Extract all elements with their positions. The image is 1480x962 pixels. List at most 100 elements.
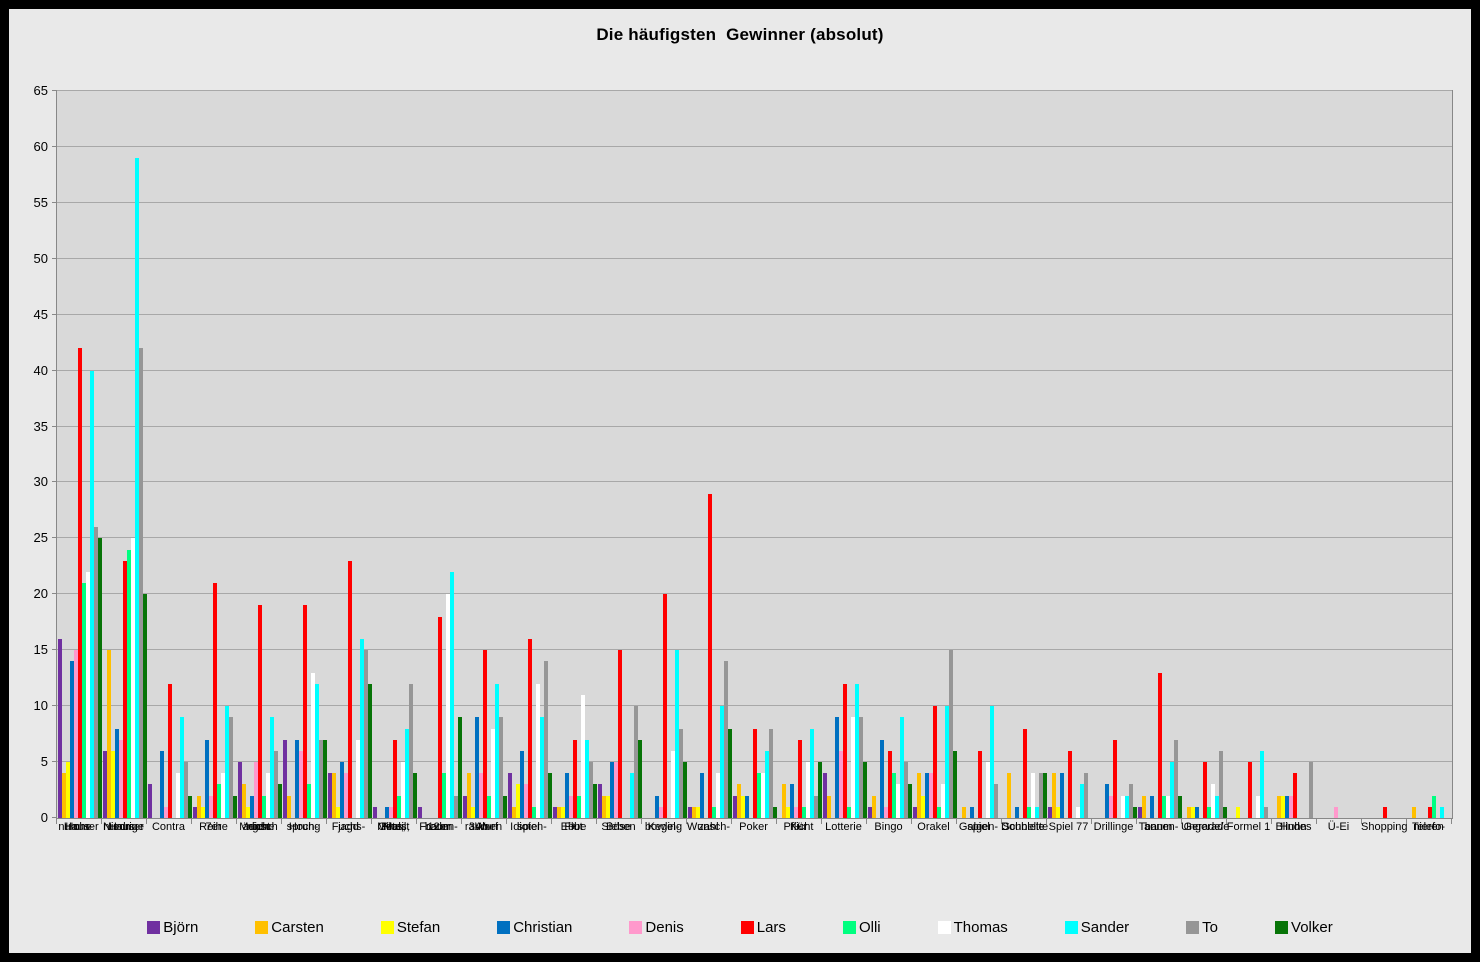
bar-olli [801, 807, 806, 818]
gridline [57, 481, 1452, 482]
x-axis-tick [281, 819, 282, 824]
bar-lars [1292, 773, 1297, 818]
y-axis-tick [52, 258, 56, 259]
bar-carsten [826, 796, 831, 818]
chart-canvas: Die häufigsten Gewinner (absolut) 0 5 10 15… [9, 9, 1471, 953]
bar-cluster [552, 91, 597, 818]
bar-stefan [1055, 807, 1060, 818]
y-axis-tick [52, 649, 56, 650]
bar-to [318, 740, 323, 818]
y-axis-tick [52, 481, 56, 482]
x-axis-tick [686, 819, 687, 824]
bar-cluster [462, 91, 507, 818]
x-axis-tick [1091, 819, 1092, 824]
bar-björn [462, 796, 467, 818]
bar-cluster [777, 91, 822, 818]
bar-björn [912, 807, 917, 818]
bar-to [1173, 740, 1178, 818]
y-axis-tick-label: 35 [33, 419, 48, 434]
bar-sander [1214, 796, 1219, 818]
bar-sander [1079, 784, 1084, 818]
bar-carsten [601, 796, 606, 818]
x-axis-tick [731, 819, 732, 824]
y-axis-tick-label: 5 [40, 754, 48, 769]
bar-christian [969, 807, 974, 818]
bar-volker [142, 594, 147, 818]
x-axis-tick [1316, 819, 1317, 824]
bar-stefan [695, 807, 700, 818]
legend-swatch-icon [1186, 921, 1200, 934]
x-axis-tick [371, 819, 372, 824]
bar-christian [69, 661, 74, 818]
bar-thomas [670, 751, 675, 818]
bar-cluster [597, 91, 642, 818]
bar-volker [907, 784, 912, 818]
bar-to [1218, 751, 1223, 818]
bar-björn [687, 807, 692, 818]
bar-thomas [1030, 773, 1035, 818]
bar-cluster [237, 91, 282, 818]
bar-clusters [57, 91, 1452, 818]
bar-cluster [282, 91, 327, 818]
bar-volker [232, 796, 237, 818]
plot-area [56, 90, 1453, 819]
x-axis-tick [551, 819, 552, 824]
legend-item-thomas: Thomas [937, 919, 1008, 936]
x-axis-tick [1361, 819, 1362, 824]
bar-lars [617, 650, 622, 818]
bar-stefan [605, 796, 610, 818]
bar-volker [277, 784, 282, 818]
x-axis-tick [1046, 819, 1047, 824]
bar-stefan [245, 807, 250, 818]
bar-lars [1202, 762, 1207, 818]
bar-denis [883, 807, 888, 818]
x-axis-tick [416, 819, 417, 824]
bar-to [678, 729, 683, 818]
bar-thomas [400, 762, 405, 818]
bar-björn [372, 807, 377, 818]
bar-stefan [920, 796, 925, 818]
legend-label: Denis [645, 919, 684, 936]
bar-cluster [57, 91, 102, 818]
bar-thomas [760, 773, 765, 818]
bar-stefan [1280, 796, 1285, 818]
bar-to [1083, 773, 1088, 818]
y-axis-tick [52, 146, 56, 147]
bar-volker [457, 717, 462, 818]
bar-lars [1022, 729, 1027, 818]
bar-to [543, 661, 548, 818]
bar-stefan [1235, 807, 1240, 818]
y-axis-tick-label: 10 [33, 698, 48, 713]
y-axis-tick-label: 60 [33, 139, 48, 154]
bar-sander [539, 717, 544, 818]
x-axis-tick [911, 819, 912, 824]
bar-carsten [736, 784, 741, 818]
x-axis-tick [1226, 819, 1227, 824]
legend-swatch-icon [147, 921, 161, 934]
bar-christian [1059, 773, 1064, 818]
bar-to [1263, 807, 1268, 818]
bar-stefan [200, 807, 205, 818]
bar-carsten [556, 807, 561, 818]
y-axis-tick-label: 40 [33, 363, 48, 378]
bar-denis [613, 762, 618, 818]
bar-volker [637, 740, 642, 818]
bar-volker [1177, 796, 1182, 818]
bar-olli [441, 773, 446, 818]
gridline [57, 537, 1452, 538]
bar-björn [1047, 807, 1052, 818]
bar-to [408, 684, 413, 818]
bar-thomas [85, 572, 90, 818]
bar-denis [1333, 807, 1338, 818]
bar-olli [261, 796, 266, 818]
bar-björn [507, 773, 512, 818]
legend-label: Thomas [953, 919, 1008, 936]
legend-item-to: To [1186, 919, 1218, 936]
bar-carsten [1411, 807, 1416, 818]
bar-olli [891, 773, 896, 818]
bar-christian [474, 717, 479, 818]
bar-to [273, 751, 278, 818]
legend-item-volker: Volker [1275, 919, 1333, 936]
bar-lars [707, 494, 712, 818]
x-axis-tick [1451, 819, 1452, 824]
